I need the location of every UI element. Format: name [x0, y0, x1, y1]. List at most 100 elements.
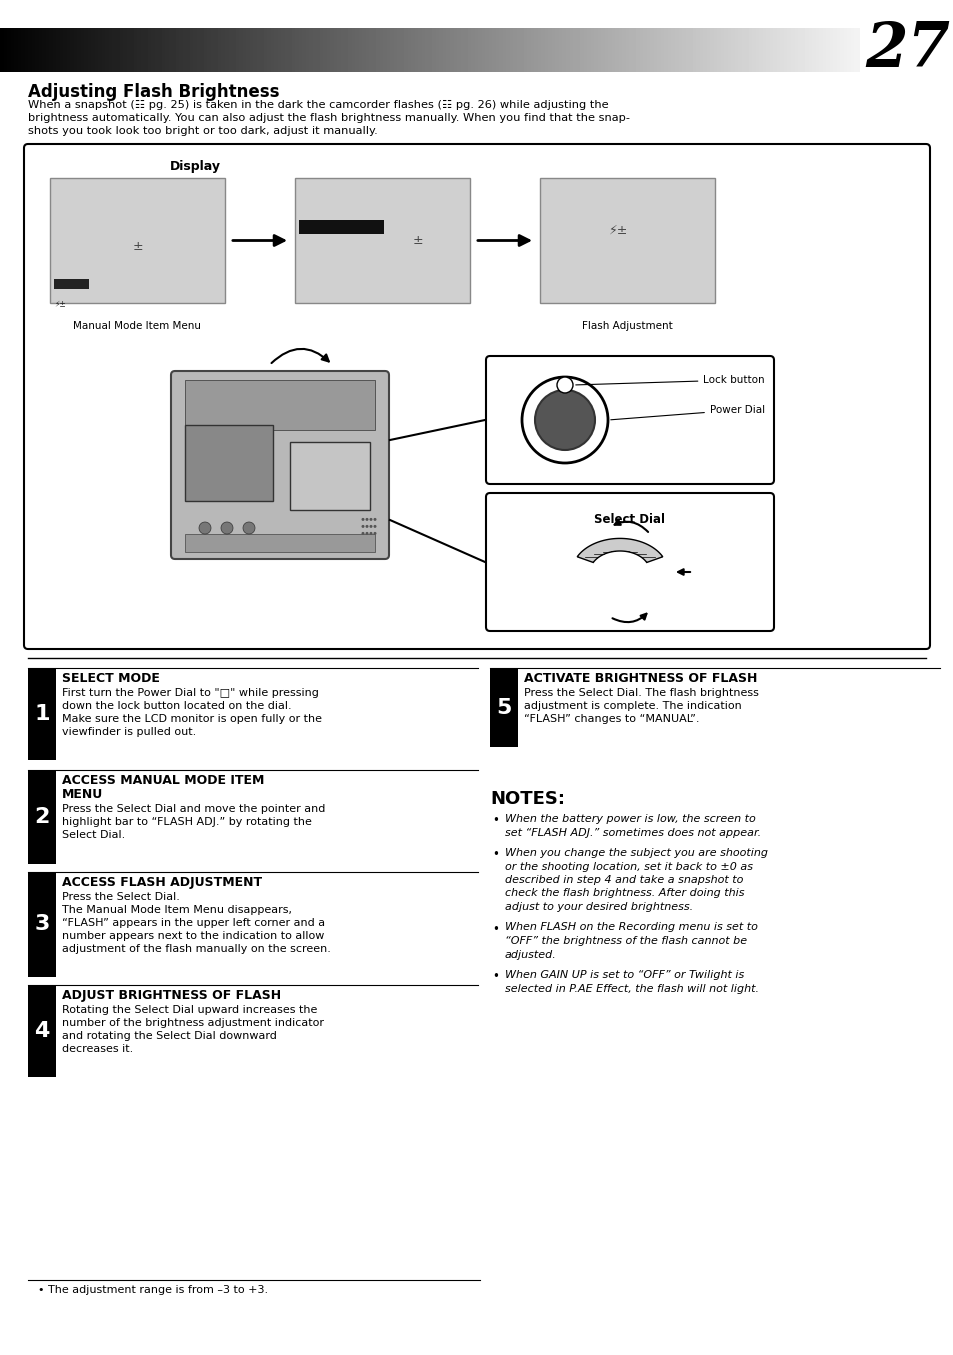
Text: shots you took look too bright or too dark, adjust it manually.: shots you took look too bright or too da…: [28, 126, 377, 136]
Text: 1: 1: [34, 705, 50, 724]
Text: ACCESS FLASH ADJUSTMENT: ACCESS FLASH ADJUSTMENT: [62, 875, 262, 889]
Bar: [54, 279, 89, 289]
Text: Adjusting Flash Brightness: Adjusting Flash Brightness: [28, 83, 279, 102]
Circle shape: [361, 524, 364, 528]
Text: Power Dial: Power Dial: [610, 405, 764, 420]
Bar: [28, 668, 56, 760]
Text: When GAIN UP is set to “OFF” or Twilight is: When GAIN UP is set to “OFF” or Twilight…: [504, 970, 743, 980]
Bar: [185, 534, 375, 551]
Bar: [185, 425, 273, 501]
Text: ACTIVATE BRIGHTNESS OF FLASH: ACTIVATE BRIGHTNESS OF FLASH: [523, 672, 757, 686]
Circle shape: [221, 522, 233, 534]
Circle shape: [374, 533, 376, 535]
Bar: [50, 178, 225, 304]
Bar: [291, 442, 370, 509]
Text: 4: 4: [34, 1022, 50, 1041]
Text: Select Dial: Select Dial: [594, 514, 665, 526]
Circle shape: [535, 390, 595, 450]
Text: SELECT MODE: SELECT MODE: [62, 672, 160, 686]
Text: ±: ±: [412, 234, 422, 247]
Text: MENU: MENU: [62, 789, 103, 801]
Circle shape: [374, 518, 376, 520]
Text: Manual Mode Item Menu: Manual Mode Item Menu: [73, 321, 201, 331]
Circle shape: [365, 518, 368, 520]
Circle shape: [365, 533, 368, 535]
Text: selected in P.AE Effect, the flash will not light.: selected in P.AE Effect, the flash will …: [504, 984, 759, 993]
Circle shape: [369, 518, 372, 520]
Text: “FLASH” appears in the upper left corner and a: “FLASH” appears in the upper left corner…: [62, 917, 325, 928]
Text: or the shooting location, set it back to ±0 as: or the shooting location, set it back to…: [504, 862, 752, 871]
Text: ADJUST BRIGHTNESS OF FLASH: ADJUST BRIGHTNESS OF FLASH: [62, 989, 281, 1001]
Text: 2: 2: [34, 808, 50, 827]
Text: check the flash brightness. After doing this: check the flash brightness. After doing …: [504, 889, 743, 898]
Bar: [298, 221, 384, 234]
Text: NOTES:: NOTES:: [490, 790, 564, 808]
Text: When a snapshot (☷ pg. 25) is taken in the dark the camcorder flashes (☷ pg. 26): When a snapshot (☷ pg. 25) is taken in t…: [28, 100, 608, 110]
Text: Make sure the LCD monitor is open fully or the: Make sure the LCD monitor is open fully …: [62, 714, 322, 724]
Text: “FLASH” changes to “MANUAL”.: “FLASH” changes to “MANUAL”.: [523, 714, 699, 724]
Text: •: •: [492, 814, 498, 827]
Text: number appears next to the indication to allow: number appears next to the indication to…: [62, 931, 324, 940]
Text: decreases it.: decreases it.: [62, 1043, 133, 1054]
Bar: [28, 985, 56, 1077]
FancyBboxPatch shape: [485, 493, 773, 631]
Text: The Manual Mode Item Menu disappears,: The Manual Mode Item Menu disappears,: [62, 905, 292, 915]
Text: •: •: [492, 923, 498, 935]
Text: • The adjustment range is from –3 to +3.: • The adjustment range is from –3 to +3.: [38, 1285, 268, 1295]
Text: •: •: [492, 848, 498, 860]
Text: When FLASH on the Recording menu is set to: When FLASH on the Recording menu is set …: [504, 923, 757, 932]
Bar: [490, 668, 517, 747]
Bar: [28, 873, 56, 977]
Text: •: •: [492, 970, 498, 982]
Bar: [539, 178, 714, 304]
Text: Press the Select Dial and move the pointer and: Press the Select Dial and move the point…: [62, 804, 325, 814]
Text: ACCESS MANUAL MODE ITEM: ACCESS MANUAL MODE ITEM: [62, 774, 264, 787]
Text: and rotating the Select Dial downward: and rotating the Select Dial downward: [62, 1031, 276, 1041]
Text: Press the Select Dial.: Press the Select Dial.: [62, 892, 180, 902]
Text: 5: 5: [496, 698, 511, 718]
Text: Display: Display: [170, 160, 220, 173]
Circle shape: [243, 522, 254, 534]
Bar: [28, 770, 56, 864]
Circle shape: [374, 524, 376, 528]
Text: down the lock button located on the dial.: down the lock button located on the dial…: [62, 701, 292, 711]
Text: set “FLASH ADJ.” sometimes does not appear.: set “FLASH ADJ.” sometimes does not appe…: [504, 828, 760, 837]
Circle shape: [369, 533, 372, 535]
FancyBboxPatch shape: [485, 356, 773, 484]
Text: Lock button: Lock button: [576, 375, 764, 385]
Circle shape: [361, 533, 364, 535]
Circle shape: [369, 524, 372, 528]
Text: 27: 27: [864, 20, 949, 80]
Text: adjustment of the flash manually on the screen.: adjustment of the flash manually on the …: [62, 944, 331, 954]
Text: Rotating the Select Dial upward increases the: Rotating the Select Dial upward increase…: [62, 1005, 317, 1015]
Bar: [185, 379, 375, 430]
Text: number of the brightness adjustment indicator: number of the brightness adjustment indi…: [62, 1018, 324, 1028]
Text: viewfinder is pulled out.: viewfinder is pulled out.: [62, 728, 196, 737]
Text: adjusted.: adjusted.: [504, 950, 557, 959]
Text: ⚡±: ⚡±: [608, 224, 628, 237]
Text: adjustment is complete. The indication: adjustment is complete. The indication: [523, 701, 741, 711]
Text: Press the Select Dial. The flash brightness: Press the Select Dial. The flash brightn…: [523, 688, 758, 698]
Text: Flash Adjustment: Flash Adjustment: [581, 321, 672, 331]
Text: ±: ±: [132, 240, 143, 253]
Bar: [294, 178, 470, 304]
FancyBboxPatch shape: [171, 371, 389, 560]
Text: “OFF” the brightness of the flash cannot be: “OFF” the brightness of the flash cannot…: [504, 936, 746, 946]
Text: When the battery power is low, the screen to: When the battery power is low, the scree…: [504, 814, 755, 824]
FancyBboxPatch shape: [24, 144, 929, 649]
Circle shape: [365, 524, 368, 528]
Text: described in step 4 and take a snapshot to: described in step 4 and take a snapshot …: [504, 875, 742, 885]
Circle shape: [199, 522, 211, 534]
Text: First turn the Power Dial to "□" while pressing: First turn the Power Dial to "□" while p…: [62, 688, 318, 698]
Text: Select Dial.: Select Dial.: [62, 831, 125, 840]
Text: ⚡±: ⚡±: [54, 299, 66, 309]
Polygon shape: [577, 538, 662, 562]
Circle shape: [557, 377, 573, 393]
Text: highlight bar to “FLASH ADJ.” by rotating the: highlight bar to “FLASH ADJ.” by rotatin…: [62, 817, 312, 827]
Circle shape: [521, 377, 607, 463]
Bar: [859, 22, 953, 72]
Text: When you change the subject you are shooting: When you change the subject you are shoo…: [504, 848, 767, 858]
Text: 3: 3: [34, 915, 50, 935]
Text: brightness automatically. You can also adjust the flash brightness manually. Whe: brightness automatically. You can also a…: [28, 112, 629, 123]
Circle shape: [361, 518, 364, 520]
